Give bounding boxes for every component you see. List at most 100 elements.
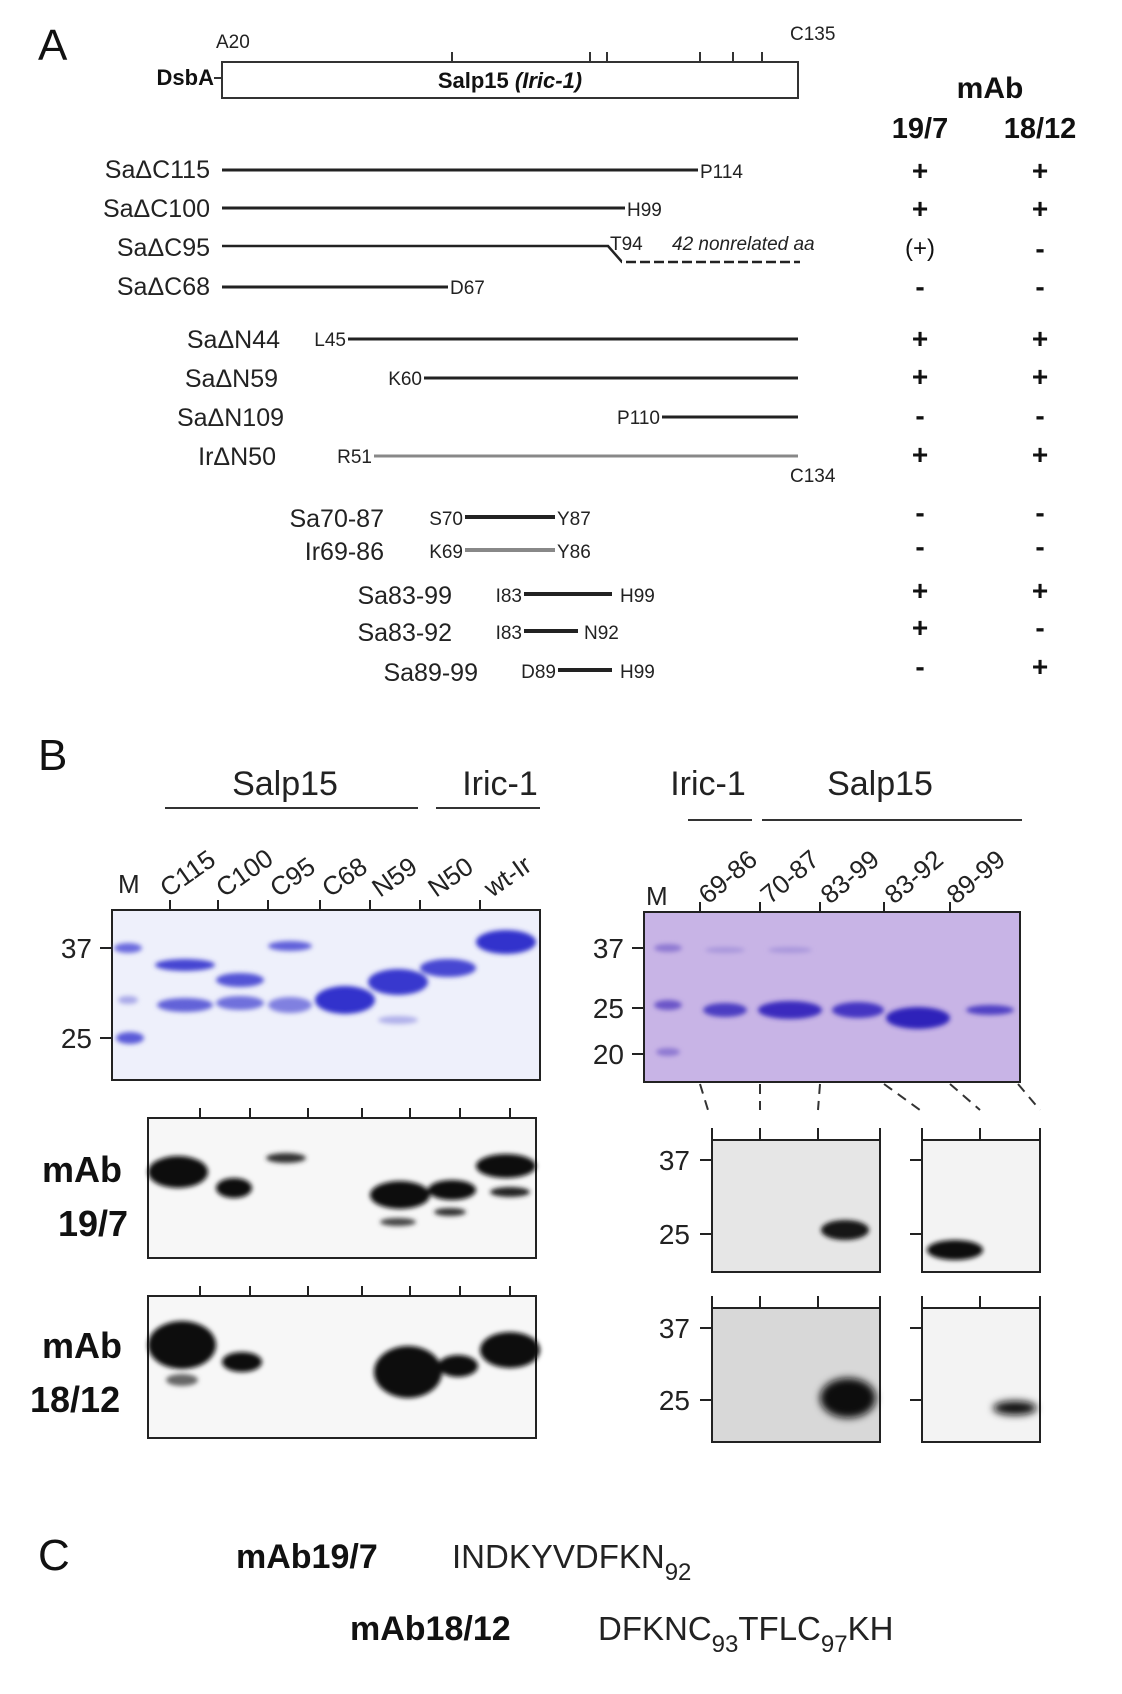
- panel-b-letter: B: [38, 731, 67, 780]
- reactivity-18-12: +: [1032, 323, 1048, 354]
- mw-marker: 20: [593, 1039, 624, 1070]
- right-blot-18-12: 37 25: [659, 1296, 1041, 1443]
- construct-name: SaΔN44: [187, 326, 280, 354]
- mab-column-18-12: 18/12: [1004, 113, 1077, 145]
- reactivity-18-12: +: [1032, 651, 1048, 682]
- left-blot-19-7: mAb 19/7: [42, 1108, 537, 1259]
- mab18-12-epitope: DFKNC93TFLC97KH: [598, 1610, 893, 1658]
- reactivity-18-12: -: [1035, 531, 1044, 562]
- construct-name: SaΔN109: [177, 404, 284, 432]
- construct-end-label: H99: [620, 662, 655, 683]
- mw-marker: 25: [593, 993, 624, 1024]
- construct-name: SaΔC68: [117, 273, 210, 301]
- construct-name: Sa83-92: [357, 619, 452, 647]
- blot-label: mAb: [42, 1325, 122, 1366]
- construct-name: Sa83-99: [357, 582, 452, 610]
- reactivity-18-12: -: [1035, 271, 1044, 302]
- right-coomassie-gel: 37 25 20: [593, 902, 1021, 1083]
- lane-label: 83-92: [879, 844, 949, 910]
- reactivity-18-12: +: [1032, 361, 1048, 392]
- left-blot-18-12: mAb 18/12: [30, 1286, 540, 1439]
- reactivity-18-12: -: [1035, 612, 1044, 643]
- construct-name: Ir69-86: [305, 538, 384, 566]
- reactivity-19-7: -: [915, 651, 924, 682]
- reactivity-19-7: +: [912, 155, 928, 186]
- reactivity-18-12: -: [1035, 497, 1044, 528]
- lane-label: M: [646, 881, 668, 911]
- mw-marker: 25: [61, 1023, 92, 1054]
- left-coomassie-gel: 37 25: [61, 900, 541, 1081]
- construct-start-label: S70: [429, 509, 463, 530]
- construct-name: SaΔC95: [117, 234, 210, 262]
- blot-label: 18/12: [30, 1379, 120, 1420]
- mw-marker: 37: [659, 1313, 690, 1344]
- fusion-partner-label: DsbA: [157, 65, 215, 90]
- reactivity-19-7: +: [912, 439, 928, 470]
- lane-label: C68: [316, 851, 372, 903]
- construct-name: IrΔN50: [198, 443, 276, 471]
- lane-label: wt-Ir: [477, 849, 537, 903]
- mw-marker: 37: [61, 933, 92, 964]
- lane-label: N50: [422, 851, 478, 903]
- group-iric-right: Iric-1: [670, 765, 746, 803]
- construct-start-label: K60: [388, 369, 422, 390]
- reactivity-19-7: -: [915, 400, 924, 431]
- construct-start-label: D89: [521, 662, 556, 683]
- mw-marker: 25: [659, 1219, 690, 1250]
- blot-label: 19/7: [58, 1203, 128, 1244]
- mab-column-19-7: 19/7: [892, 113, 948, 145]
- salp15-protein-box: [221, 61, 799, 99]
- mw-marker: 37: [593, 933, 624, 964]
- salp15-protein-label: Salp15 (Iric-1): [438, 68, 582, 93]
- reactivity-19-7: -: [915, 531, 924, 562]
- construct-end-label: C134: [790, 466, 836, 487]
- mab19-7-name: mAb19/7: [236, 1538, 378, 1576]
- blot-label: mAb: [42, 1149, 122, 1190]
- construct-end-label: Y87: [557, 509, 591, 530]
- lane-label: 69-86: [693, 844, 763, 910]
- construct-end-label: Y86: [557, 542, 591, 563]
- mw-marker: 25: [659, 1385, 690, 1416]
- reactivity-19-7: +: [912, 612, 928, 643]
- mw-marker: 37: [659, 1145, 690, 1176]
- lane-label: C95: [264, 851, 320, 903]
- construct-line: [222, 244, 800, 264]
- reactivity-18-12: +: [1032, 193, 1048, 224]
- end-residue-label: C135: [790, 24, 835, 45]
- construct-end-label: D67: [450, 278, 485, 299]
- right-lane-labels: 69-86 70-87 83-99 83-92 89-99: [693, 844, 1011, 910]
- construct-start-label: I83: [496, 623, 522, 644]
- construct-end-label: H99: [627, 200, 662, 221]
- construct-end-label: H99: [620, 586, 655, 607]
- left-lane-labels: C115 C100 C95 C68 N59 N50 wt-Ir: [154, 843, 537, 904]
- lane-label: C100: [210, 843, 278, 903]
- mab-header: mAb: [957, 72, 1024, 105]
- reactivity-19-7: +: [912, 323, 928, 354]
- construct-start-label: I83: [496, 586, 522, 607]
- lane-label: N59: [366, 851, 422, 903]
- lane-label: C115: [154, 844, 221, 903]
- reactivity-18-12: +: [1032, 575, 1048, 606]
- construct-start-label: P110: [617, 408, 660, 429]
- cysteine-ticks: [451, 52, 763, 62]
- reactivity-18-12: -: [1035, 400, 1044, 431]
- lane-label: 83-99: [815, 844, 885, 910]
- start-residue-label: A20: [216, 32, 250, 53]
- reactivity-18-12: +: [1032, 439, 1048, 470]
- construct-name: SaΔC100: [103, 195, 210, 223]
- reactivity-19-7: +: [912, 193, 928, 224]
- construct-end-label: P114: [700, 162, 743, 183]
- construct-end-label: N92: [584, 623, 619, 644]
- reactivity-18-12: +: [1032, 155, 1048, 186]
- reactivity-19-7: -: [915, 497, 924, 528]
- group-salp15-right: Salp15: [827, 765, 933, 803]
- nonrelated-note: 42 nonrelated aa: [672, 234, 815, 255]
- reactivity-19-7: +: [912, 575, 928, 606]
- construct-end-label: T94: [610, 234, 643, 255]
- group-salp15-left: Salp15: [232, 765, 338, 803]
- construct-start-label: R51: [337, 447, 372, 468]
- reactivity-19-7: -: [915, 271, 924, 302]
- panel-a-letter: A: [38, 21, 68, 70]
- right-blot-19-7: 37 25: [659, 1128, 1041, 1273]
